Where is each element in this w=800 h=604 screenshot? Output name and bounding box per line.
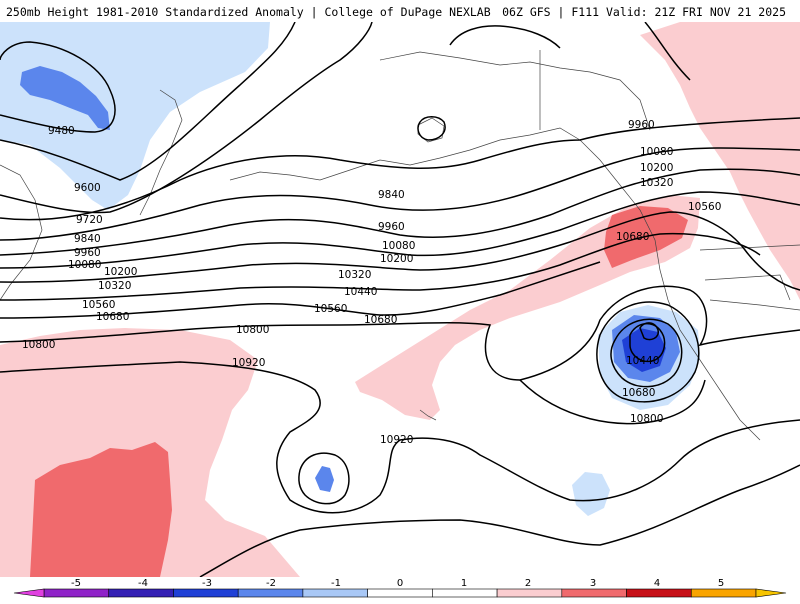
height-contours xyxy=(0,22,800,577)
colorbar-swatch xyxy=(43,588,110,598)
colorbar-tick-label: -1 xyxy=(331,578,341,589)
contour-label: 10800 xyxy=(630,413,663,425)
positive-anomaly-southwest-core xyxy=(30,442,172,577)
colorbar-tick-label: 4 xyxy=(654,578,660,589)
contour-label: 9960 xyxy=(378,221,405,233)
contour-label: 10680 xyxy=(364,314,397,326)
colorbar-swatch xyxy=(626,588,692,598)
contour-label: 10560 xyxy=(688,201,721,213)
colorbar-tick-label: -3 xyxy=(202,578,212,589)
negative-anomaly-small-south xyxy=(572,472,610,516)
contour-label: 10800 xyxy=(22,339,55,351)
contour-label: 10560 xyxy=(82,299,115,311)
contour-label: 10320 xyxy=(338,269,371,281)
negative-anomaly-northwest-core xyxy=(20,66,110,130)
anomaly-shading xyxy=(0,22,800,577)
contour-label: 9960 xyxy=(74,247,101,259)
contour-label: 10680 xyxy=(616,231,649,243)
colorbar-ticks: -5 -4 -3 -2 -1 0 1 2 3 4 5 xyxy=(71,578,724,589)
colorbar-min-arrow xyxy=(13,588,45,598)
colorbar-swatch xyxy=(496,588,563,598)
colorbar-tick-label: 3 xyxy=(590,578,596,589)
colorbar-swatch xyxy=(173,588,239,598)
negative-anomaly-small-center xyxy=(315,466,334,492)
contour-label: 10680 xyxy=(96,311,129,323)
colorbar-swatch xyxy=(367,588,433,598)
contour-label: 10680 xyxy=(622,387,655,399)
positive-anomaly-northeast xyxy=(640,22,800,300)
colorbar-swatch xyxy=(432,588,498,598)
contour-labels: 9480 9600 9720 9840 9960 10080 10200 103… xyxy=(22,119,721,446)
colorbar-tick-label: -4 xyxy=(138,578,148,589)
contour-label: 9600 xyxy=(74,182,101,194)
colorbar-tick-label: 0 xyxy=(397,578,403,589)
colorbar-max-arrow xyxy=(755,588,787,598)
colorbar-tick-label: 2 xyxy=(525,578,531,589)
map-title: 250mb Height 1981-2010 Standardized Anom… xyxy=(6,5,491,19)
contour-label: 10920 xyxy=(232,357,265,369)
header: 250mb Height 1981-2010 Standardized Anom… xyxy=(0,0,800,22)
negative-anomaly-northwest xyxy=(0,22,270,210)
negative-anomaly-cutoff-low-core xyxy=(622,328,666,372)
contour-label: 10440 xyxy=(626,355,659,367)
contour-label: 10080 xyxy=(382,240,415,252)
contour-label: 10920 xyxy=(380,434,413,446)
contour-label: 9480 xyxy=(48,125,75,137)
contour-label: 10320 xyxy=(640,177,673,189)
contour-label: 10200 xyxy=(104,266,137,278)
contour-label: 10200 xyxy=(640,162,673,174)
contour-label: 10080 xyxy=(68,259,101,271)
model-valid-time: 06Z GFS | F111 Valid: 21Z FRI NOV 21 202… xyxy=(502,5,786,19)
colorbar-tick-label: 1 xyxy=(461,578,467,589)
contour-label: 10200 xyxy=(380,253,413,265)
anomaly-map: 9480 9600 9720 9840 9960 10080 10200 103… xyxy=(0,22,800,577)
contour-label: 10320 xyxy=(98,280,131,292)
colorbar-swatch xyxy=(561,588,627,598)
colorbar-swatch xyxy=(690,588,757,598)
colorbar-tick-label: -5 xyxy=(71,578,81,589)
contour-label: 9840 xyxy=(378,189,405,201)
colorbar-tick-label: -2 xyxy=(266,578,276,589)
colorbar-tick-label: 5 xyxy=(718,578,724,589)
contour-label: 10800 xyxy=(236,324,269,336)
colorbar: -5 -4 -3 -2 -1 0 1 2 3 4 5 xyxy=(0,577,800,600)
colorbar-swatch xyxy=(302,588,368,598)
colorbar-swatch xyxy=(108,588,174,598)
contour-label: 10560 xyxy=(314,303,347,315)
contour-label: 9840 xyxy=(74,233,101,245)
contour-label: 10440 xyxy=(344,286,377,298)
contour-label: 9960 xyxy=(628,119,655,131)
colorbar-swatch xyxy=(237,588,304,598)
colorbar-swatches xyxy=(13,588,787,598)
contour-label: 9720 xyxy=(76,214,103,226)
contour-label: 10080 xyxy=(640,146,673,158)
